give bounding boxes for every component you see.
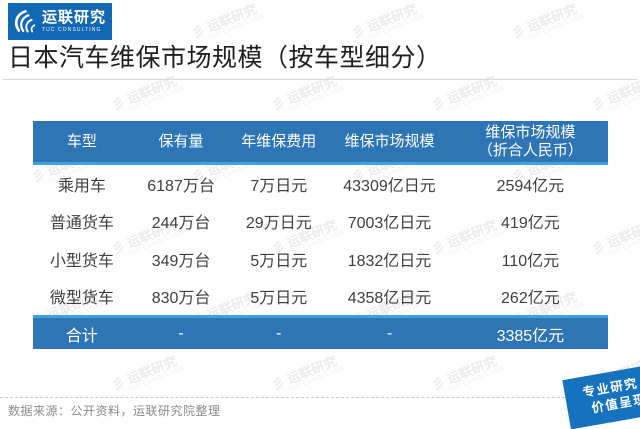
table-cell-2: 5万日元: [250, 252, 308, 270]
total-cell-1: -: [178, 324, 184, 342]
logo-swirl-icon: [12, 8, 39, 35]
header-cell-3: 维保市场规模: [344, 132, 435, 150]
brand-subtitle: TUC CONSULTING: [42, 27, 102, 33]
brand-logo: 运联研究 TUC CONSULTING: [8, 3, 112, 40]
table-total-row: 合计 - - - 3385亿元: [33, 315, 608, 349]
table-cell-3: 4358亿日元: [347, 290, 432, 308]
data-source-note: 数据来源：公开资料，运联研究院整理: [8, 404, 221, 418]
table-cell-1: 830万台: [151, 290, 211, 308]
table-row: 普通货车 244万台 29万日元 7003亿日元 419亿元: [33, 203, 608, 241]
table-row: 乘用车 6187万台 7万日元 43309亿日元 2594亿元: [33, 165, 608, 203]
table-cell-0: 小型货车: [49, 252, 114, 270]
footer-divider: [0, 397, 640, 398]
brand-name: 运联研究: [42, 9, 107, 26]
table-cell-4: 262亿元: [501, 290, 560, 308]
table-cell-2: 7万日元: [250, 177, 308, 195]
total-cell-4: 3385亿元: [496, 327, 565, 345]
table-cell-3: 43309亿日元: [343, 177, 436, 195]
table-cell-1: 244万台: [151, 215, 211, 233]
total-cell-2: -: [276, 324, 282, 342]
brand-text: 运联研究 TUC CONSULTING: [42, 9, 106, 34]
table-cell-0: 普通货车: [49, 215, 114, 233]
title-divider: [3, 79, 637, 80]
table-cell-4: 2594亿元: [496, 177, 565, 195]
total-cell-3: -: [386, 324, 393, 342]
table-header-row: 车型 保有量 年维保费用 维保市场规模 维保市场规模 （折合人民币）: [33, 121, 608, 165]
header-cell-1: 保有量: [158, 132, 204, 150]
header-cell-2: 年维保费用: [241, 132, 317, 150]
table-cell-1: 349万台: [151, 252, 211, 270]
page-title: 日本汽车维保市场规模（按车型细分）: [8, 44, 442, 72]
table-cell-2: 29万日元: [245, 215, 312, 233]
table-cell-3: 1832亿日元: [347, 252, 432, 270]
table-cell-4: 419亿元: [501, 215, 560, 233]
table-body: 乘用车 6187万台 7万日元 43309亿日元 2594亿元普通货车 244万台 29万日…: [33, 165, 608, 315]
header-cell-4: 维保市场规模 （折合人民币）: [477, 123, 583, 159]
table-cell-2: 5万日元: [250, 290, 308, 308]
table-cell-4: 110亿元: [501, 252, 560, 270]
table-cell-1: 6187万台: [147, 177, 215, 195]
table-cell-0: 微型货车: [49, 290, 114, 308]
table-row: 微型货车 830万台 5万日元 4358亿日元 262亿元: [33, 278, 608, 316]
table-cell-0: 乘用车: [57, 177, 106, 195]
table-row: 小型货车 349万台 5万日元 1832亿日元 110亿元: [33, 240, 608, 278]
header-cell-0: 车型: [66, 132, 97, 150]
slogan-badge: 专业研究 价值呈现: [562, 364, 640, 429]
table-cell-3: 7003亿日元: [347, 215, 432, 233]
total-cell-0: 合计: [65, 327, 98, 345]
data-table: 车型 保有量 年维保费用 维保市场规模 维保市场规模 （折合人民币） 乘用车 6187万台 7…: [33, 121, 608, 349]
